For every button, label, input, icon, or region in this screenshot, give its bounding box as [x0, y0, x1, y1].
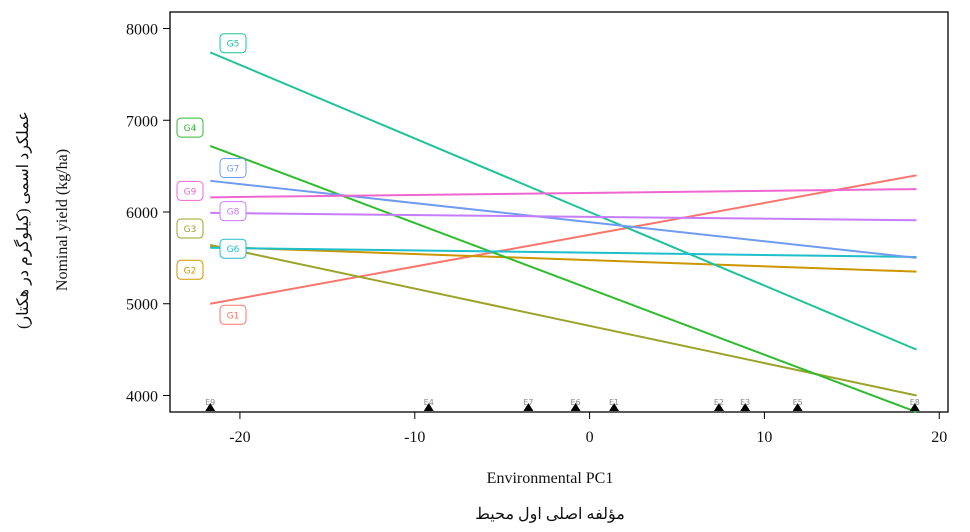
genotype-label-box — [176, 259, 204, 280]
series-line-g9 — [210, 188, 917, 199]
series-layer — [209, 51, 917, 413]
environment-label-e8: E8 — [910, 398, 920, 407]
x-tick-label: 10 — [756, 429, 772, 446]
genotype-label-box — [176, 117, 204, 138]
environment-label-e3: E3 — [740, 398, 750, 407]
genotype-label-text: G7 — [227, 164, 240, 174]
axes: -20 -10 0 10 20 4000 5000 6000 7000 8000 — [126, 22, 947, 446]
genotype-label-box — [219, 201, 247, 222]
environment-marker-e3 — [740, 403, 751, 411]
genotype-label-g8: G8 — [219, 201, 247, 222]
environment-marker-e2 — [713, 403, 724, 411]
environment-label-e5: E5 — [793, 398, 803, 407]
genotype-label-box — [219, 238, 247, 259]
environment-label-e7: E7 — [523, 398, 533, 407]
environment-marker-e1 — [609, 403, 620, 411]
genotype-label-text: G5 — [227, 40, 240, 50]
genotype-label-text: G4 — [184, 124, 197, 134]
x-tick-label: -20 — [229, 429, 250, 446]
series-line-g2 — [210, 245, 917, 273]
environment-marker-e7 — [523, 403, 534, 411]
genotype-label-text: G2 — [184, 266, 197, 276]
series-line-g7 — [210, 179, 917, 259]
environment-label-e6: E6 — [571, 398, 581, 407]
y-axis-title: Nominal yield (kg/ha) — [54, 149, 71, 291]
environment-marker-e5 — [792, 403, 803, 411]
series-line-g8 — [210, 211, 917, 222]
series-line-g6 — [210, 246, 917, 258]
genotype-label-box — [176, 218, 204, 239]
plot-area — [169, 11, 949, 413]
y-tick-label: 6000 — [126, 205, 158, 222]
plot-frame — [169, 11, 949, 413]
environment-label-e9: E9 — [205, 398, 215, 407]
environment-label-e2: E2 — [714, 398, 724, 407]
genotype-label-g6: G6 — [219, 238, 247, 259]
genotype-label-text: G3 — [184, 225, 197, 235]
genotype-label-g4: G4 — [176, 117, 204, 138]
x-tick-label: 20 — [931, 429, 947, 446]
genotype-label-g7: G7 — [219, 157, 247, 178]
genotype-label-box — [176, 180, 204, 201]
environment-markers: E9 E4 E7 E6 E1 E2 E3 E5 E8 — [205, 398, 920, 411]
genotype-label-g1: G1 — [219, 304, 247, 325]
environment-marker-e9 — [205, 403, 216, 411]
genotype-label-box — [219, 157, 247, 178]
genotype-label-box — [219, 33, 247, 54]
series-line-g3 — [210, 244, 917, 397]
y-axis-title-secondary: عملکرد اسمی (کیلوگرم در هکتار) — [13, 111, 32, 329]
y-tick-label: 4000 — [126, 388, 158, 405]
environment-marker-e4 — [423, 403, 434, 411]
environment-marker-e6 — [570, 403, 581, 411]
environment-label-e4: E4 — [424, 398, 434, 407]
x-axis-title-secondary: مؤلفه اصلی اول محیط — [475, 506, 625, 523]
genotype-label-text: G9 — [184, 187, 197, 197]
genotype-label-box — [219, 304, 247, 325]
genotype-label-text: G6 — [227, 245, 240, 255]
x-tick-label: -10 — [404, 429, 425, 446]
genotype-label-g9: G9 — [176, 180, 204, 201]
genotype-label-g3: G3 — [176, 218, 204, 239]
x-axis-title: Environmental PC1 — [487, 470, 614, 487]
y-tick-label: 7000 — [126, 113, 158, 130]
genotype-label-text: G8 — [227, 208, 240, 218]
environment-label-e1: E1 — [609, 398, 619, 407]
series-line-g1 — [210, 174, 917, 305]
environment-marker-e8 — [909, 403, 920, 411]
x-tick-label: 0 — [586, 429, 594, 446]
y-tick-label: 8000 — [126, 22, 158, 39]
series-line-g4 — [209, 145, 917, 413]
series-line-g5 — [209, 51, 917, 351]
genotype-labels: G5 G4 G7 G9 G8 G3 G6 G2 G1 — [176, 33, 247, 325]
genotype-label-g5: G5 — [219, 33, 247, 54]
genotype-label-text: G1 — [227, 311, 240, 321]
y-tick-label: 5000 — [126, 297, 158, 314]
genotype-label-g2: G2 — [176, 259, 204, 280]
